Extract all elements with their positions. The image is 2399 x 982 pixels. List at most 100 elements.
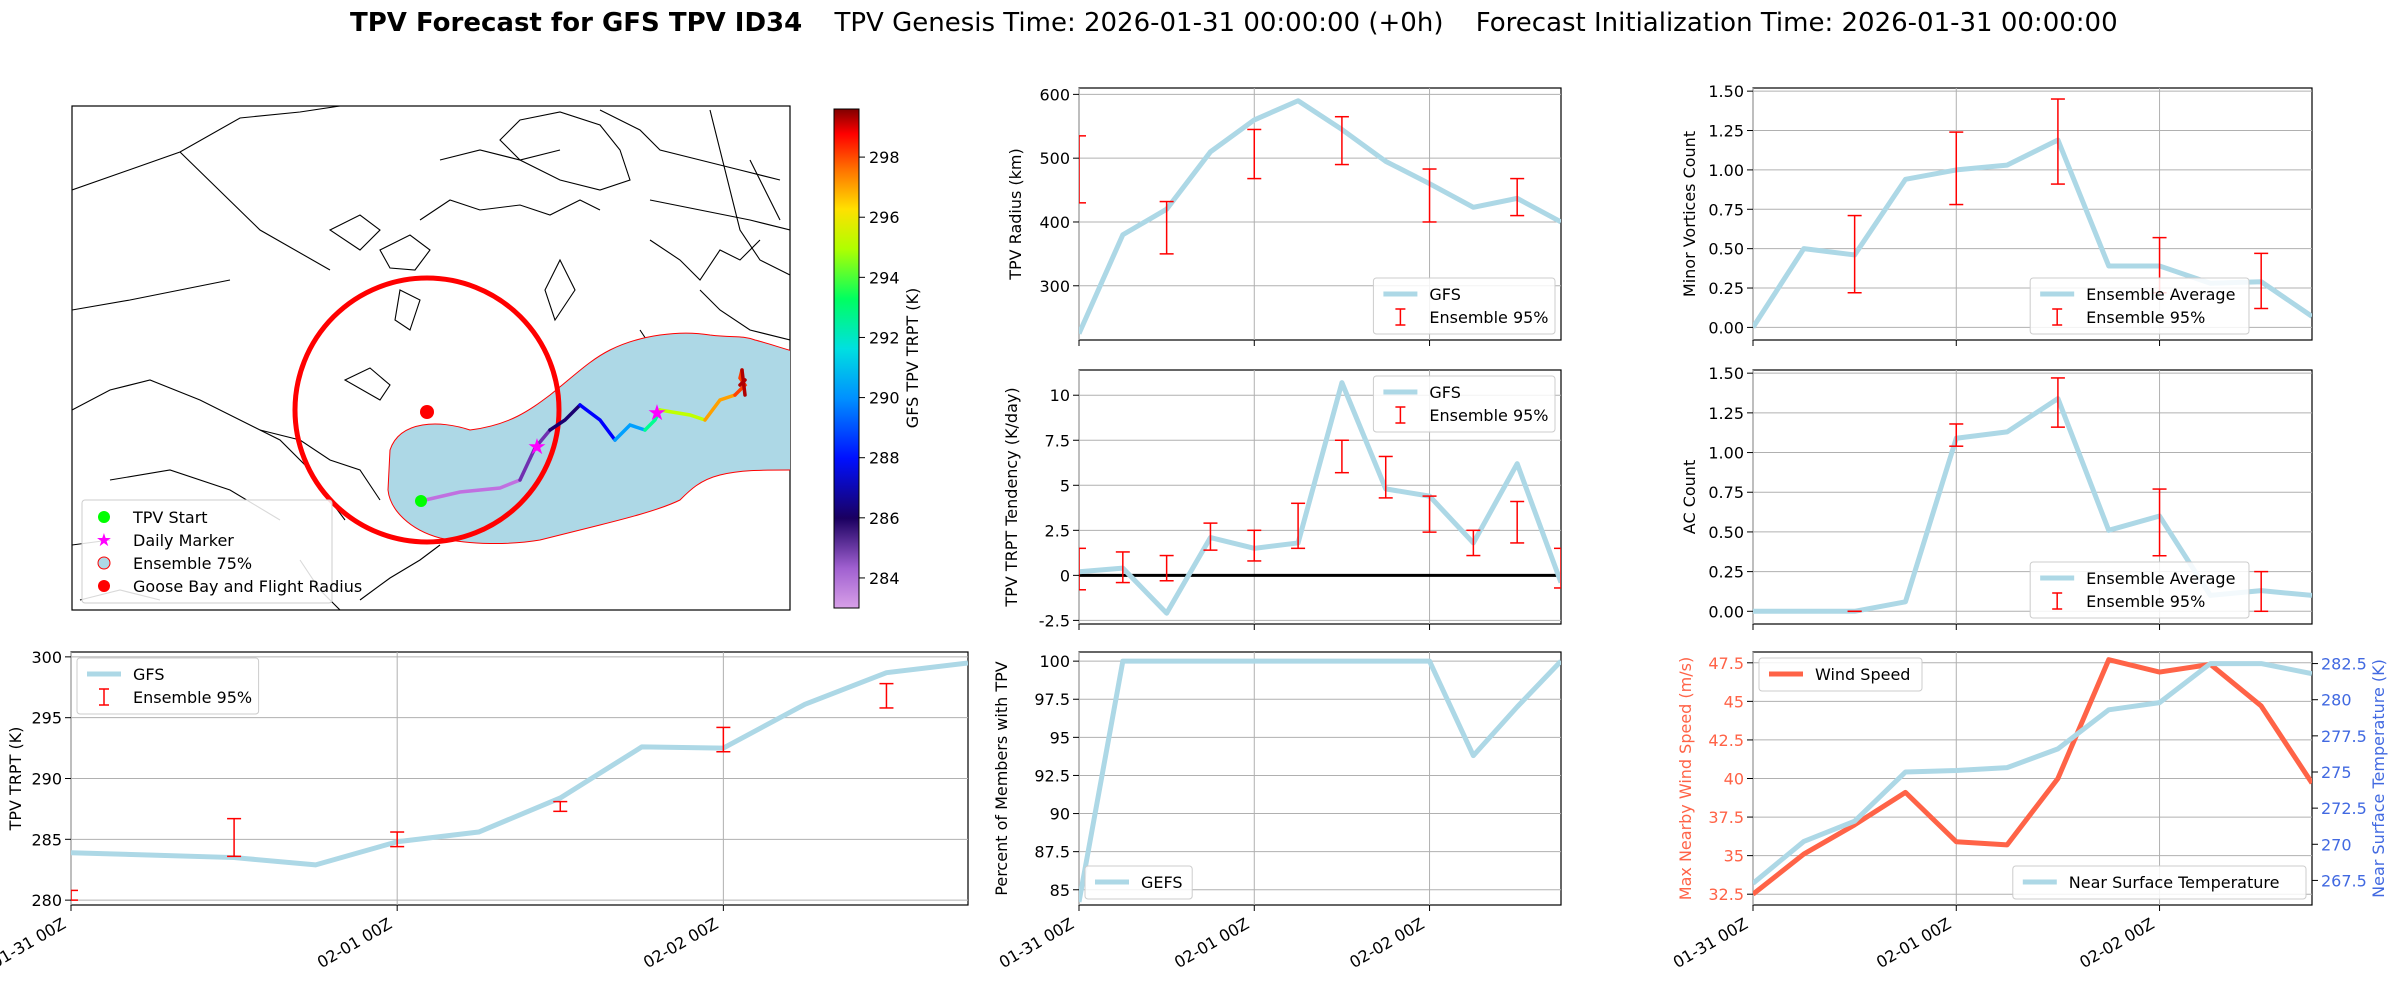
trpt-series-group [71,660,968,901]
tendency-errorbar-10 [1510,500,1525,544]
radius-legend-errorbar-1 [1395,308,1406,326]
tendency-errorbar-9 [1466,529,1481,557]
wind_temp-ylabel: Max Nearby Wind Speed (m/s) [1676,657,1695,900]
radius-series-group [1079,98,1561,335]
tendency-ytick-label-4: 7.5 [1045,431,1070,450]
chart-minor: 0.00 0.25 0.50 0.75 1.00 1.25 1.50 Minor Vortic… [1680,82,2313,346]
ac-ytick-label-3: 0.75 [1708,483,1744,502]
daily-marker-2: ★ [647,401,667,426]
wind_temp-legend-box [2012,865,2307,900]
radius-legend: GFS Ensemble 95% [1372,277,1556,335]
colorbar-tick-label-296: 296 [869,208,900,227]
goose-bay-marker [420,405,434,419]
trpt-legend: GFS Ensemble 95% [76,657,260,715]
radius-ytick-label-0: 300 [1039,277,1070,296]
ac-errorbar-10 [2254,570,2269,613]
trpt-ytick-label-4: 300 [31,648,62,667]
title-bold: TPV Forecast for GFS TPV ID34 [350,8,802,38]
wind_temp-ytick-right-label-1: 270 [2321,835,2352,854]
wind_temp-ytick-label-1: 35 [1724,847,1744,866]
colorbar-tick-label-292: 292 [869,328,900,347]
tendency-errorbar-0 [1079,547,1086,591]
tendency-errorbar-11 [1554,547,1561,589]
trpt-legend-label-0: GFS [133,665,164,684]
tendency-series-0 [1079,380,1561,616]
tendency-legend-label-1: Ensemble 95% [1429,406,1548,425]
chart-wind_temp: 01-31 00Z 02-01 00Z 02-02 00Z 32.5 35 37.5 40 4… [1670,651,2388,972]
wind_temp-legend-label-0: Near Surface Temperature [2069,873,2280,892]
ac-legend-box [2029,561,2250,619]
tendency-series-group [1079,380,1561,616]
tendency-legend-label-0: GFS [1429,383,1460,402]
radius-ytick-label-2: 500 [1039,149,1070,168]
minor-errorbar-10 [2254,252,2269,310]
members-ytick-label-5: 97.5 [1034,690,1070,709]
members-xtick-label-2: 02-02 00Z [1346,914,1427,972]
members-series-group [1079,658,1561,903]
tendency-legend-errorbar-1 [1395,406,1406,424]
trpt-errorbar-0 [71,889,78,901]
trpt-legend-label-1: Ensemble 95% [133,688,252,707]
minor-ytick-label-4: 1.00 [1708,161,1744,180]
members-legend: GEFS [1084,865,1193,900]
chart-radius: 300 400 500 600 TPV Radius (km) GFS Ensemble 9… [1006,85,1562,346]
radius-errorbar-6 [1334,115,1349,166]
colorbar-tick-label-284: 284 [869,569,900,588]
ac-ytick-label-2: 0.50 [1708,523,1744,542]
wind_temp-ytick-label-5: 45 [1724,692,1744,711]
ac-legend-label-0: Ensemble Average [2086,569,2235,588]
radius-series-0 [1079,98,1561,335]
members-ytick-label-4: 95 [1050,728,1070,747]
colorbar-tick-label-286: 286 [869,509,900,528]
title-init: Forecast Initialization Time: 2026-01-31… [1476,8,2118,38]
wind_temp-ytick-label-0: 32.5 [1708,885,1744,904]
wind_temp-ytick-right-label-4: 277.5 [2321,727,2367,746]
daily-marker-1: ★ [527,435,547,460]
wind_temp-ytick-right-label-6: 282.5 [2321,655,2367,674]
colorbar-label: GFS TPV TRPT (K) [903,288,922,428]
ac-ytick-label-0: 0.00 [1708,602,1744,621]
minor-legend-label-1: Ensemble 95% [2086,308,2205,327]
legend-ensemble-icon [97,556,111,570]
radius-legend-label-0: GFS [1429,285,1460,304]
map-panel: ★ ★ TPV Start ★ Daily Marker Ensemble 75… [71,105,922,611]
tpv-track [419,368,748,503]
wind_temp-xtick-label-0: 01-31 00Z [1670,914,1751,972]
minor-ytick-label-1: 0.25 [1708,279,1744,298]
wind_temp-legend-box [1758,657,1923,692]
ac-errorbar-8 [2152,488,2167,557]
minor-ylabel: Minor Vortices Count [1680,131,1699,297]
members-ytick-label-1: 87.5 [1034,843,1070,862]
minor-errorbar-6 [2050,98,2065,185]
minor-ytick-label-0: 0.00 [1708,318,1744,337]
minor-legend-box [2029,277,2250,335]
ac-ytick-label-6: 1.50 [1708,364,1744,383]
tendency-legend-box [1372,375,1556,433]
tendency-errorbar-1 [1115,551,1130,584]
radius-errorbar-8 [1422,168,1437,223]
tendency-ylabel: TPV TRPT Tendency (K/day) [1002,387,1021,607]
wind_temp-series-1 [1753,661,2312,886]
colorbar-tick-label-290: 290 [869,389,900,408]
legend-daily-label: Daily Marker [133,531,234,550]
legend-goosebay-icon [98,580,110,592]
wind_temp-ytick-label-6: 47.5 [1708,654,1744,673]
members-legend-box [1084,865,1193,900]
tendency-ytick-label-0: -2.5 [1039,611,1070,630]
minor-legend-label-0: Ensemble Average [2086,285,2235,304]
ac-legend-label-1: Ensemble 95% [2086,592,2205,611]
wind_temp-legend: Wind Speed [1758,657,1923,692]
members-frame [1078,651,1562,906]
legend-start-icon [98,511,110,523]
radius-legend-box [1372,277,1556,335]
wind_temp-series-0 [1753,657,2312,897]
members-ytick-label-0: 85 [1050,881,1070,900]
wind_temp-ytick-right-label-5: 280 [2321,691,2352,710]
chart-tendency: -2.5 0 2.5 5 7.5 10 TPV TRPT Tendency (K/day) G… [1002,369,1562,630]
members-ytick-label-6: 100 [1039,652,1070,671]
trpt-xtick-label-0: 01-31 00Z [0,914,69,972]
ac-legend: Ensemble Average Ensemble 95% [2029,561,2250,619]
tendency-ytick-label-1: 0 [1060,566,1070,585]
